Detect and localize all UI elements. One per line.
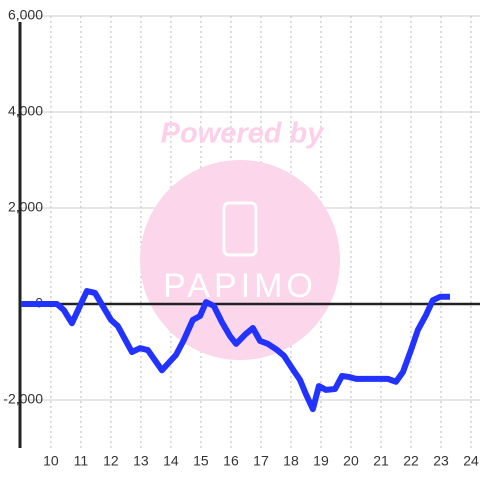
data-line bbox=[20, 288, 450, 413]
watermark: Powered by PAPIMO bbox=[140, 118, 340, 360]
y-tick-label: -2,000 bbox=[3, 391, 43, 407]
y-tick-label: 2,000 bbox=[8, 199, 43, 215]
x-tick-label: 24 bbox=[463, 453, 479, 469]
x-tick-label: 12 bbox=[103, 453, 119, 469]
watermark-circle bbox=[140, 160, 340, 360]
x-tick-label: 23 bbox=[433, 453, 449, 469]
x-tick-label: 21 bbox=[373, 453, 389, 469]
x-tick-label: 18 bbox=[283, 453, 299, 469]
watermark-icon bbox=[222, 201, 258, 257]
x-tick-label: 17 bbox=[253, 453, 269, 469]
x-tick-label: 19 bbox=[313, 453, 329, 469]
x-tick-label: 20 bbox=[343, 453, 359, 469]
watermark-logo: PAPIMO bbox=[163, 267, 317, 305]
y-tick-label: 6,000 bbox=[8, 7, 43, 23]
x-tick-label: 22 bbox=[403, 453, 419, 469]
x-tick-label: 14 bbox=[163, 453, 179, 469]
x-tick-label: 11 bbox=[74, 453, 89, 469]
x-tick-label: 13 bbox=[133, 453, 149, 469]
x-tick-label: 10 bbox=[43, 453, 59, 469]
x-tick-label: 16 bbox=[223, 453, 239, 469]
x-tick-label: 15 bbox=[193, 453, 209, 469]
y-tick-label: 4,000 bbox=[8, 103, 43, 119]
watermark-text: Powered by bbox=[161, 118, 326, 150]
